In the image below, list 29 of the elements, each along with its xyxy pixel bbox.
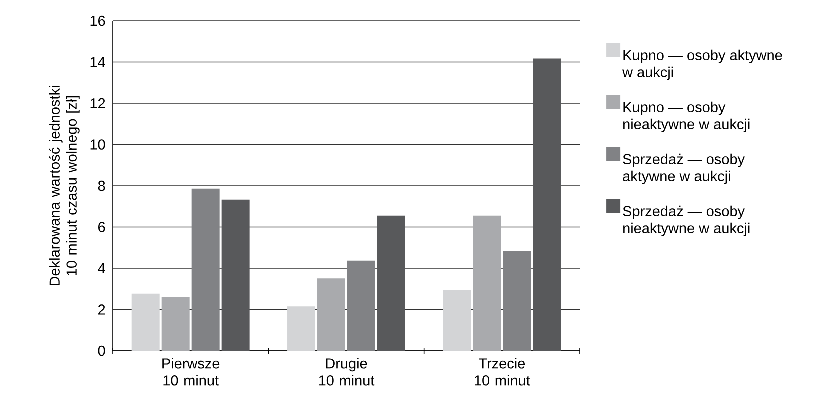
y-tick-label: 6	[98, 222, 106, 232]
legend-label: Sprzedaż — osoby aktywne w aukcji	[623, 154, 745, 184]
bar	[533, 58, 562, 351]
bar	[348, 260, 376, 351]
bar	[377, 216, 406, 351]
y-tick-label: 12	[90, 98, 106, 109]
bar	[162, 296, 190, 351]
bar	[132, 294, 160, 351]
y-tick-label: 2	[98, 304, 106, 315]
bar	[192, 188, 220, 351]
y-tick-label: 10	[90, 140, 106, 150]
legend-label: Sprzedaż — osoby nieaktywne w aukcji	[623, 206, 750, 236]
legend-label: Kupno — osoby nieaktywne w aukcji	[624, 102, 750, 132]
x-tick-label: Trzecie 10 minut	[475, 358, 530, 386]
bar	[443, 290, 472, 351]
y-tick-label: 0	[98, 346, 106, 356]
y-tick-label: 14	[90, 57, 106, 68]
legend-label: Kupno — osoby aktywne w aukcji	[622, 50, 782, 80]
y-tick-label: 4	[98, 264, 106, 274]
x-tick-label: Pierwsze 10 minut	[162, 358, 220, 386]
bar	[318, 278, 346, 351]
y-tick-label: 8	[98, 180, 106, 192]
y-axis-title: Deklarowana wartość jednostki 10 minut czasu wolnego [zł]	[49, 86, 80, 286]
y-tick-label: 16	[90, 16, 106, 26]
x-tick-label: Drugie 10 minut	[319, 358, 375, 386]
bar	[503, 250, 532, 351]
bar	[473, 216, 502, 351]
bar	[288, 306, 316, 351]
bar	[222, 200, 250, 351]
